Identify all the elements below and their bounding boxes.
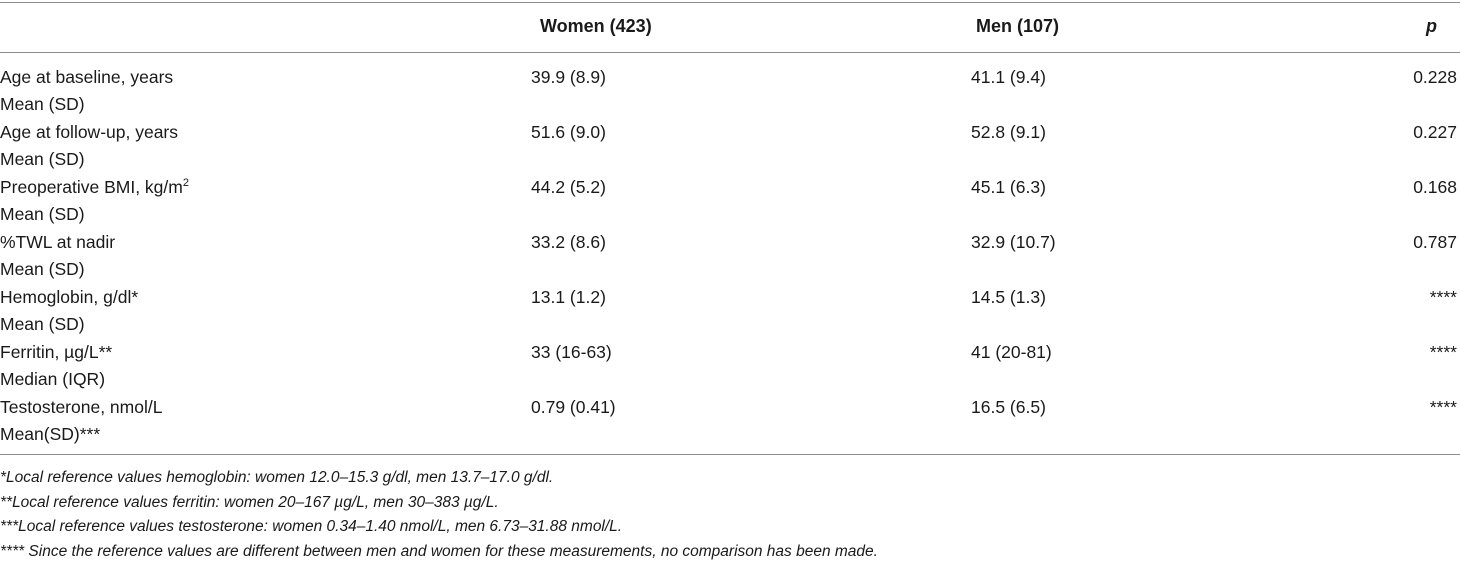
cell-women: 0.79 (0.41) [531, 397, 616, 417]
row-statistic: Median (IQR) [0, 369, 106, 389]
row-label: Testosterone, nmol/L Mean(SD)*** [0, 394, 162, 448]
cell-p: 0.168 [1413, 177, 1457, 197]
row-statistic: Mean (SD) [0, 204, 85, 224]
row-variable-superscript: 2 [182, 177, 189, 189]
table-row: Age at follow-up, years Mean (SD) 51.6 (… [0, 119, 1460, 174]
row-variable: Testosterone, nmol/L [0, 397, 163, 417]
row-statistic: Mean (SD) [0, 149, 85, 169]
table-row: %TWL at nadir Mean (SD) 33.2 (8.6) 32.9 … [0, 229, 1460, 284]
table-row: Preoperative BMI, kg/m2 Mean (SD) 44.2 (… [0, 174, 1460, 229]
row-label: Age at baseline, years Mean (SD) [0, 64, 173, 118]
cell-p: 0.228 [1413, 67, 1457, 87]
footnote: *Local reference values hemoglobin: wome… [0, 469, 554, 486]
header-p: p [1426, 16, 1437, 36]
row-label: Ferritin, µg/L** Median (IQR) [0, 339, 112, 393]
row-variable: Age at follow-up, years [0, 122, 179, 142]
footnote: ***Local reference values testosterone: … [0, 518, 623, 535]
row-statistic: Mean (SD) [0, 314, 85, 334]
row-statistic: Mean(SD)*** [0, 424, 101, 444]
table-header-rule [0, 52, 1460, 53]
cell-p: **** [1429, 397, 1457, 417]
cell-women: 51.6 (9.0) [531, 122, 606, 142]
cell-p: 0.787 [1413, 232, 1457, 252]
cell-women: 33.2 (8.6) [531, 232, 606, 252]
cell-men: 45.1 (6.3) [971, 177, 1046, 197]
row-variable: %TWL at nadir [0, 232, 116, 252]
cell-men: 14.5 (1.3) [971, 287, 1046, 307]
cell-women: 33 (16-63) [531, 342, 612, 362]
row-statistic: Mean (SD) [0, 259, 85, 279]
cell-men: 52.8 (9.1) [971, 122, 1046, 142]
row-label: Hemoglobin, g/dl* Mean (SD) [0, 284, 138, 338]
row-variable: Ferritin, µg/L** [0, 342, 113, 362]
cell-p: 0.227 [1413, 122, 1457, 142]
row-variable-text: Preoperative BMI, kg/m [0, 177, 183, 197]
row-variable: Age at baseline, years [0, 67, 174, 87]
row-label: Age at follow-up, years Mean (SD) [0, 119, 178, 173]
row-label: Preoperative BMI, kg/m2 Mean (SD) [0, 174, 189, 228]
row-statistic: Mean (SD) [0, 94, 85, 114]
table-row: Age at baseline, years Mean (SD) 39.9 (8… [0, 64, 1460, 119]
header-women: Women (423) [540, 16, 652, 36]
cell-women: 44.2 (5.2) [531, 177, 606, 197]
table-footnotes: *Local reference values hemoglobin: wome… [0, 466, 1460, 564]
footnote: **** Since the reference values are diff… [0, 542, 878, 560]
table-bottom-rule [0, 454, 1460, 455]
row-label: %TWL at nadir Mean (SD) [0, 229, 115, 283]
cell-p: **** [1429, 342, 1457, 362]
table-row: Testosterone, nmol/L Mean(SD)*** 0.79 (0… [0, 394, 1460, 449]
cell-men: 41.1 (9.4) [971, 67, 1046, 87]
table-header: Women (423) Men (107) p [0, 16, 1460, 42]
table-row: Ferritin, µg/L** Median (IQR) 33 (16-63)… [0, 339, 1460, 394]
cell-men: 16.5 (6.5) [971, 397, 1046, 417]
cell-women: 13.1 (1.2) [531, 287, 606, 307]
row-variable: Preoperative BMI, kg/m2 [0, 174, 189, 201]
table-top-rule [0, 2, 1460, 3]
cell-men: 32.9 (10.7) [971, 232, 1056, 252]
cell-men: 41 (20-81) [971, 342, 1052, 362]
table-row: Hemoglobin, g/dl* Mean (SD) 13.1 (1.2) 1… [0, 284, 1460, 339]
row-variable: Hemoglobin, g/dl* [0, 287, 139, 307]
footnote: **Local reference values ferritin: women… [0, 493, 499, 511]
cell-women: 39.9 (8.9) [531, 67, 606, 87]
cell-p: **** [1429, 287, 1457, 307]
table-body: Age at baseline, years Mean (SD) 39.9 (8… [0, 64, 1460, 449]
header-men: Men (107) [976, 16, 1060, 36]
